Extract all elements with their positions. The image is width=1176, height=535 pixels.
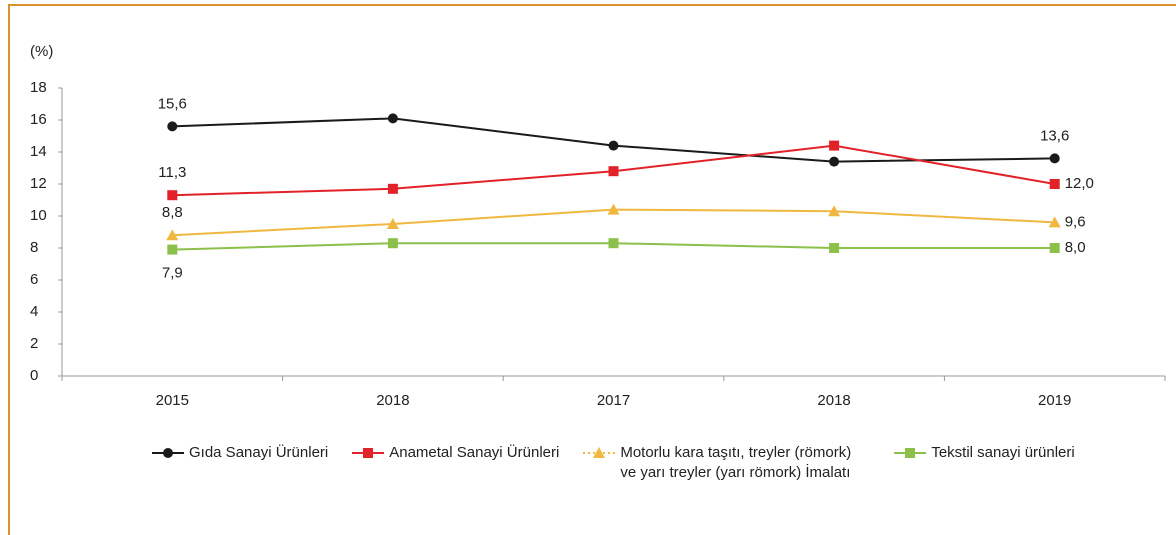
y-tick-label: 4 [30, 303, 38, 320]
legend-icon [352, 448, 385, 458]
value-label: 11,3 [158, 164, 186, 181]
x-tick-label: 2015 [156, 392, 189, 409]
marker [386, 218, 399, 229]
marker [166, 229, 179, 241]
marker [593, 447, 606, 458]
value-label: 15,6 [158, 95, 187, 112]
marker [163, 448, 173, 458]
legend-label: Anametal Sanayi Ürünleri [389, 444, 560, 461]
legend-icon [583, 447, 616, 458]
value-label: 7,9 [162, 265, 183, 282]
marker [167, 244, 178, 255]
value-label: 13,6 [1040, 127, 1069, 144]
chart: (%) 0 2 4 6 8 10 12 14 16 18 2015 2018 2017 2018 2019 1… [30, 43, 1166, 409]
marker [363, 448, 374, 458]
legend-item: Motorlu kara taşıtı, treyler (römork) ve… [581, 443, 870, 483]
x-tick-label: 2019 [1038, 392, 1071, 409]
y-tick-label: 16 [30, 111, 47, 128]
marker [829, 243, 840, 253]
legend-item: Anametal Sanayi Ürünleri [350, 443, 559, 483]
value-label: 12,0 [1065, 175, 1094, 192]
marker [608, 166, 619, 177]
marker [387, 238, 398, 249]
series-line [172, 117, 1055, 163]
marker [1049, 179, 1060, 189]
marker [607, 203, 620, 215]
x-tick-label: 2018 [376, 392, 409, 409]
marker [1049, 153, 1060, 164]
y-tick-label: 8 [30, 239, 38, 256]
marker [387, 113, 398, 124]
marker [1049, 243, 1060, 253]
marker [1048, 216, 1061, 228]
legend-icon [152, 448, 184, 458]
legend-label: Tekstil sanayi ürünleri [931, 444, 1075, 461]
y-axis-label: (%) [30, 43, 53, 60]
marker [608, 140, 619, 151]
marker [828, 205, 841, 217]
y-tick-label: 2 [30, 335, 38, 352]
legend-item: Gıda Sanayi Ürünleri [150, 443, 328, 483]
marker [608, 238, 619, 249]
legend-icon [894, 448, 927, 458]
legend-label: Motorlu kara taşıtı, treyler (römork) ve… [620, 444, 852, 481]
marker [167, 190, 178, 201]
x-tick-label: 2017 [597, 392, 630, 409]
legend: Gıda Sanayi Ürünleri Anametal Sanayi Ürün… [150, 443, 1075, 483]
marker [905, 448, 916, 458]
marker [387, 183, 398, 194]
value-label: 8,8 [162, 204, 183, 221]
x-tick-label: 2018 [817, 392, 850, 409]
y-tick-label: 18 [30, 79, 47, 96]
value-label: 8,0 [1065, 239, 1086, 256]
marker [167, 121, 178, 132]
legend-item: Tekstil sanayi ürünleri [892, 443, 1075, 483]
marker [829, 140, 840, 151]
y-tick-label: 14 [30, 143, 47, 160]
legend-label: Gıda Sanayi Ürünleri [189, 444, 329, 461]
y-tick-label: 12 [30, 175, 47, 192]
marker [829, 156, 840, 167]
y-tick-label: 0 [30, 367, 38, 384]
frame [8, 4, 1176, 535]
value-label: 9,6 [1065, 213, 1086, 230]
y-tick-label: 6 [30, 271, 38, 288]
y-tick-label: 10 [30, 207, 47, 224]
